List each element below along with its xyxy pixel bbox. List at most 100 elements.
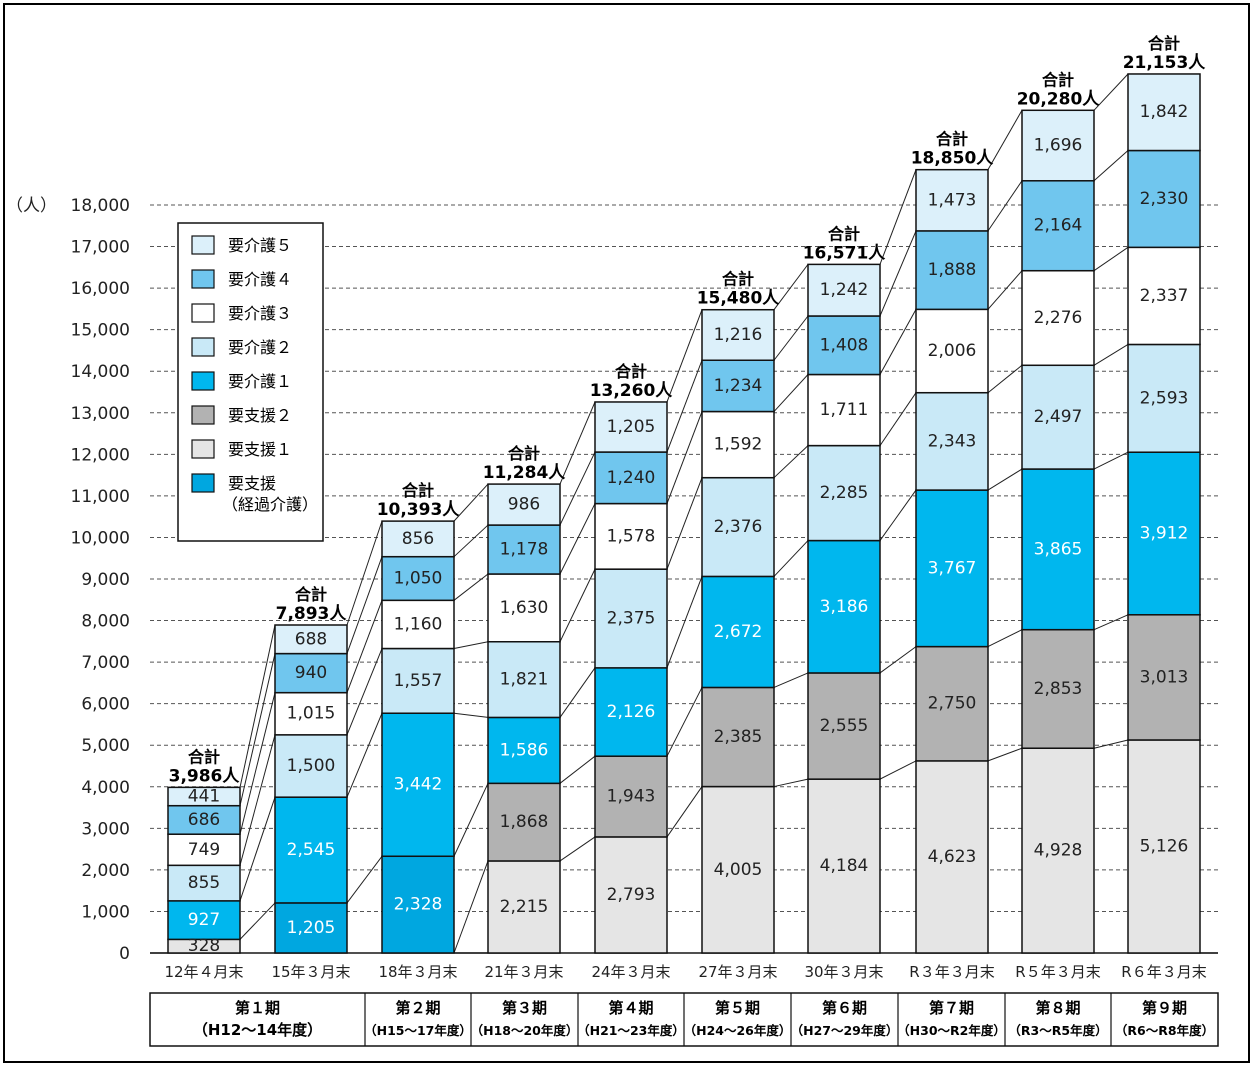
data-label: 1,696	[1034, 136, 1083, 156]
y-tick-label: 10,000	[71, 528, 130, 548]
bar-segment	[381, 555, 455, 602]
y-tick-label: 9,000	[81, 570, 130, 590]
data-label: 2,672	[714, 622, 763, 642]
connector-line	[559, 503, 596, 575]
chart-frame	[3, 3, 1250, 1063]
period-years: （H21～23年度）	[577, 1023, 685, 1038]
total-label: 13,260人	[590, 381, 674, 401]
total-label: 18,850人	[911, 149, 995, 169]
legend-label: 要介護３	[228, 304, 292, 323]
y-tick-label: 0	[119, 944, 130, 964]
connector-line	[239, 624, 276, 788]
bar-segment	[701, 785, 775, 954]
period-table: 第１期 （H12～14年度） 第２期 （H15～17年度） 第３期 （H18～20年度） 第…	[149, 992, 1219, 1047]
connector-line	[773, 445, 809, 479]
connector-line	[559, 667, 596, 718]
period-years: （H27～29年度）	[791, 1023, 899, 1038]
bar-segment	[274, 624, 348, 655]
period-years: （H24～26年度）	[684, 1023, 792, 1038]
connector-line	[239, 692, 276, 835]
connector-line	[666, 360, 703, 453]
legend: 要介護５ 要介護４ 要介護３ 要介護２ 要介護１ 要支援２ 要支援１ 要支援 （経過介護）	[177, 222, 324, 542]
data-label: 1,557	[394, 671, 443, 691]
x-tick-label: 21年３月末	[484, 963, 563, 981]
y-tick-label: 11,000	[71, 487, 130, 507]
connector-line	[239, 653, 276, 806]
data-label: 2,376	[714, 517, 763, 537]
y-tick-label: 1,000	[81, 902, 130, 922]
legend-label: （経過介護）	[222, 495, 318, 514]
legend-label: 要介護４	[228, 270, 292, 289]
connector-line	[987, 629, 1023, 648]
legend-swatch	[191, 371, 215, 391]
period-name: 第３期	[502, 999, 547, 1017]
bar-segment	[381, 520, 455, 558]
data-label: 1,578	[607, 526, 656, 546]
connector-line	[666, 411, 703, 504]
bar-segment	[381, 712, 455, 858]
bar-segment	[594, 755, 668, 838]
bar-segment	[167, 786, 241, 807]
bar-segment	[594, 451, 668, 505]
data-label: 2,343	[928, 431, 977, 451]
data-label: 1,630	[500, 598, 549, 618]
connector-line	[346, 556, 383, 654]
y-tick-label: 16,000	[71, 279, 130, 299]
bar-segment	[167, 833, 241, 867]
data-label: 1,234	[714, 376, 763, 396]
data-label: 1,586	[500, 740, 549, 760]
connector-line	[773, 778, 809, 788]
connector-line	[1093, 739, 1129, 749]
bar-segment	[594, 502, 668, 570]
bar-segment	[915, 168, 989, 232]
connector-line	[1093, 344, 1129, 366]
total-caption: 合計	[188, 747, 220, 766]
data-label: 1,711	[820, 400, 869, 420]
x-tick-label: R５年３月末	[1015, 963, 1100, 981]
legend-label: 要支援１	[228, 440, 292, 459]
bar-segment	[1127, 451, 1201, 616]
legend-label: 要介護１	[228, 372, 292, 391]
bar-segment	[701, 359, 775, 413]
total-label: 11,284人	[483, 463, 567, 483]
bar-segment	[1021, 269, 1095, 367]
data-label: 855	[188, 873, 220, 893]
connector-line	[773, 540, 809, 577]
bar-segment	[701, 575, 775, 689]
bar-segment	[1127, 149, 1201, 249]
connector-line	[453, 483, 489, 522]
total-label: 21,153人	[1123, 53, 1207, 73]
x-tick-label: R６年３月末	[1121, 963, 1206, 981]
connector-line	[453, 573, 489, 601]
bar-segment	[274, 796, 348, 904]
bar-segment	[915, 645, 989, 762]
data-label: 1,500	[287, 756, 336, 776]
legend-swatch	[191, 303, 215, 323]
data-label: 2,853	[1034, 679, 1083, 699]
connector-line	[773, 264, 809, 311]
connector-line	[987, 747, 1023, 762]
connector-line	[239, 902, 276, 940]
data-label: 1,868	[500, 812, 549, 832]
legend-swatch	[191, 269, 215, 289]
connector-line	[666, 786, 703, 838]
connector-line	[879, 489, 917, 541]
total-label: 7,893人	[276, 604, 348, 624]
connector-line	[1093, 150, 1129, 182]
bar-segment	[487, 483, 561, 526]
period-name: 第５期	[715, 999, 760, 1017]
data-label: 1,205	[607, 417, 656, 437]
total-caption: 合計	[295, 585, 327, 604]
total-label: 3,986人	[169, 766, 241, 786]
period-years: （H18～20年度）	[471, 1023, 579, 1038]
bar-segment	[701, 308, 775, 362]
bar-segment	[274, 734, 348, 798]
data-label: 2,285	[820, 483, 869, 503]
total-caption: 合計	[508, 444, 540, 463]
legend-label: 要支援２	[228, 406, 292, 425]
bar-segment	[915, 230, 989, 311]
bar-segment	[701, 686, 775, 788]
connector-line	[987, 468, 1023, 491]
connector-line	[879, 309, 917, 375]
connector-line	[879, 169, 917, 265]
